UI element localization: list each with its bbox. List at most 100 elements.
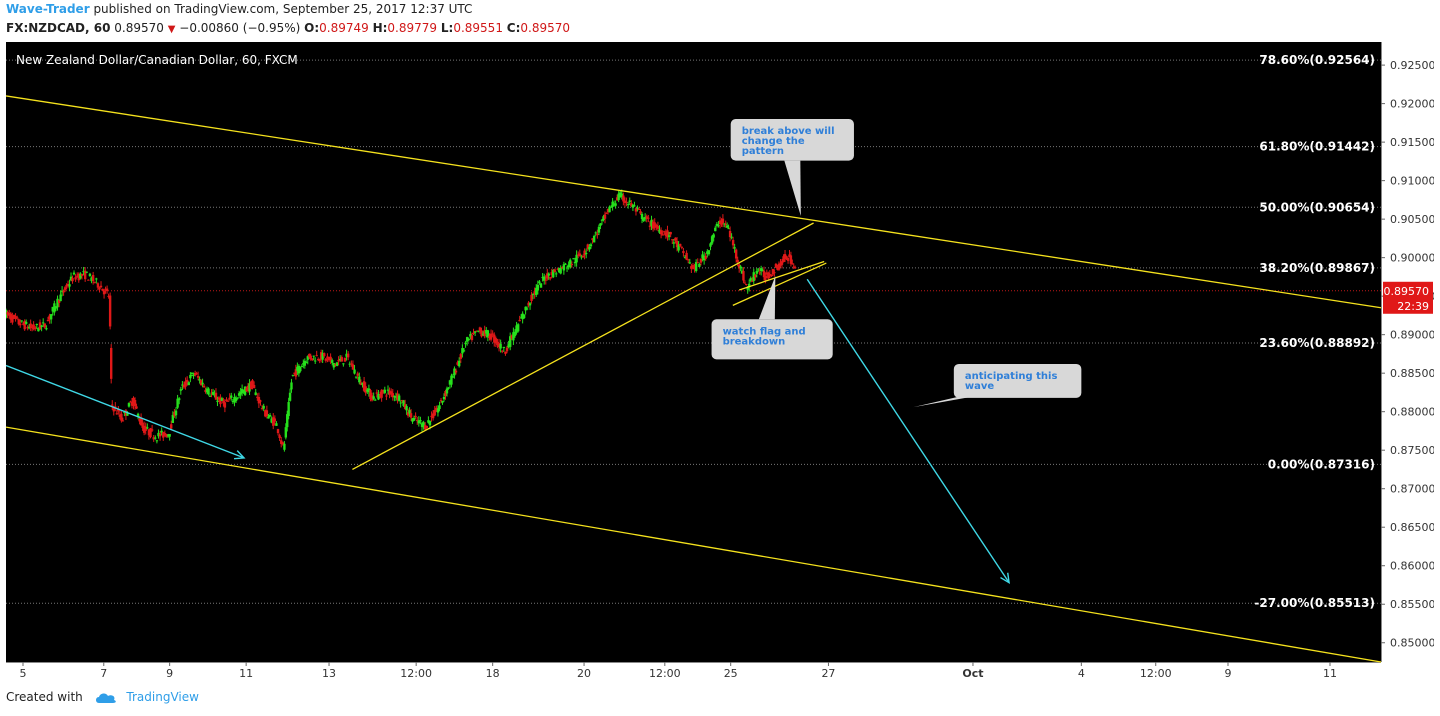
- candle-body: [774, 263, 778, 268]
- candle-body: [683, 256, 687, 258]
- candle-body: [257, 396, 261, 404]
- candle-body: [22, 323, 25, 325]
- candle-body: [696, 262, 699, 264]
- candle-body: [761, 269, 764, 272]
- candle-body: [792, 266, 795, 268]
- candle-body: [294, 369, 298, 377]
- candle-body: [121, 420, 125, 422]
- candle-body: [793, 267, 797, 269]
- candle-body: [362, 381, 366, 391]
- candle-body: [372, 396, 375, 399]
- candle-body: [559, 268, 562, 274]
- candle-body: [640, 213, 644, 220]
- candle-body: [48, 315, 51, 320]
- candle-body: [672, 242, 676, 244]
- callout-text: pattern: [742, 146, 784, 157]
- candle-body: [642, 217, 645, 221]
- candle-body: [541, 277, 544, 279]
- candle-body: [213, 394, 216, 396]
- candle-body: [53, 303, 56, 313]
- candle-body: [552, 269, 555, 278]
- candle-body: [405, 406, 408, 411]
- candle-body: [173, 411, 176, 416]
- candle-body: [318, 359, 321, 361]
- candle-body: [645, 216, 648, 219]
- candle-body: [35, 324, 39, 326]
- candle-body: [725, 225, 729, 228]
- symbol-label[interactable]: FX:NZDCAD, 60: [6, 21, 111, 35]
- candle-body: [27, 326, 31, 329]
- y-tick-label: 0.86000: [1390, 560, 1434, 573]
- candle-body: [464, 342, 467, 345]
- candle-body: [168, 434, 171, 437]
- candle-body: [577, 254, 580, 256]
- candle-body: [62, 290, 65, 293]
- candle-body: [189, 374, 192, 379]
- candle-body: [555, 273, 558, 275]
- candle-body: [648, 225, 652, 227]
- candle-body: [549, 277, 552, 279]
- candle-body: [216, 400, 219, 402]
- price-badge-bg: [1383, 281, 1433, 314]
- candle-body: [664, 232, 668, 236]
- candle-body: [516, 324, 520, 332]
- chart-svg[interactable]: 78.60%(0.92564) 61.80%(0.91442) 50.00%(0.9…: [4, 42, 1436, 684]
- candle-body: [650, 219, 653, 226]
- candle-body: [481, 333, 485, 335]
- candle-body: [427, 420, 430, 423]
- x-tick-label: 11: [1323, 667, 1337, 680]
- candle-body: [782, 256, 785, 263]
- candle-body: [677, 244, 680, 251]
- candle-body: [29, 323, 32, 329]
- tradingview-link[interactable]: TradingView: [126, 690, 199, 704]
- candle-body: [222, 400, 225, 404]
- candle-body: [746, 286, 749, 290]
- candle-body: [445, 388, 449, 394]
- author-link[interactable]: Wave-Trader: [6, 2, 90, 16]
- candle-body: [132, 397, 135, 407]
- candle-body: [225, 399, 228, 401]
- price-badge-value: 0.89570: [1384, 285, 1430, 298]
- candle-body: [115, 413, 119, 415]
- candle-body: [509, 336, 512, 347]
- x-tick-label: 11: [239, 667, 253, 680]
- y-tick-label: 0.91000: [1390, 175, 1434, 188]
- candle-body: [393, 396, 396, 398]
- candle-body: [715, 223, 719, 226]
- candle-body: [184, 381, 187, 387]
- candle-body: [680, 246, 684, 248]
- candle-body: [414, 415, 417, 417]
- candle-body: [49, 314, 53, 320]
- y-tick-label: 0.88500: [1390, 367, 1434, 380]
- callout-box: [730, 119, 854, 161]
- candle-body: [187, 382, 190, 386]
- chart-area[interactable]: 78.60%(0.92564) 61.80%(0.91442) 50.00%(0.9…: [4, 42, 1436, 684]
- candle-body: [776, 266, 779, 270]
- callout-text: watch flag and: [723, 326, 806, 337]
- footer: Created with TradingView: [6, 690, 199, 704]
- candle-body: [127, 403, 131, 407]
- candle-body: [90, 277, 93, 282]
- candle-body: [267, 416, 270, 419]
- candle-body: [615, 197, 619, 201]
- candle-body: [698, 263, 701, 268]
- candle-body: [749, 278, 752, 281]
- candle-body: [453, 368, 456, 376]
- candle-body: [108, 295, 112, 327]
- candle-body: [565, 267, 569, 269]
- candle-body: [286, 414, 289, 428]
- candle-body: [588, 246, 591, 250]
- candle-body: [65, 284, 68, 287]
- candle-body: [473, 331, 477, 333]
- candle-body: [439, 400, 443, 402]
- candle-body: [142, 425, 146, 433]
- candle-body: [95, 278, 98, 280]
- candle-body: [572, 258, 575, 260]
- candle-body: [643, 216, 647, 220]
- candle-body: [309, 355, 312, 360]
- candle-body: [748, 283, 751, 288]
- candle-body: [358, 376, 361, 383]
- candle-body: [450, 375, 453, 385]
- candle-body: [779, 263, 782, 266]
